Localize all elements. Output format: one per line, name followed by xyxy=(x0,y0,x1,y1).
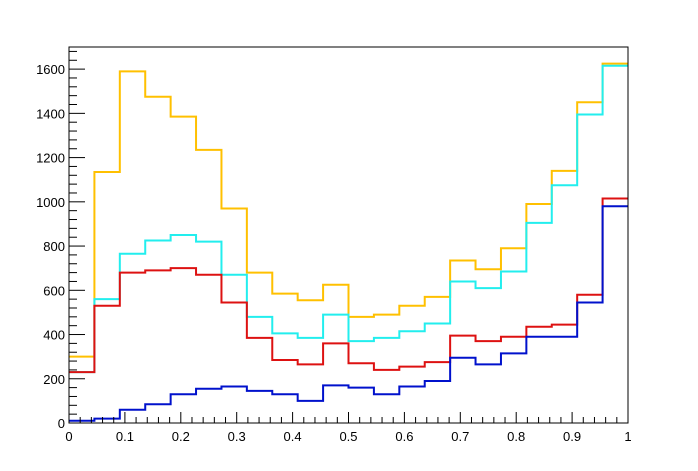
x-tick-label: 0.2 xyxy=(172,429,190,444)
x-tick-label: 0.5 xyxy=(339,429,357,444)
series-line-0 xyxy=(69,62,628,358)
x-tick-label: 0 xyxy=(65,429,72,444)
x-tick-label: 0.9 xyxy=(563,429,581,444)
label-layer: 0 0.1 0.2 0.3 0.4 0.5 0.6 0.7 0.8 0.9 1 0 200 400 600 8… xyxy=(36,62,632,444)
x-tick-label: 0.3 xyxy=(228,429,246,444)
axis-layer xyxy=(68,46,629,424)
y-tick-label: 1400 xyxy=(36,106,65,121)
series-line-1 xyxy=(69,64,628,374)
series-line-2 xyxy=(69,197,628,374)
x-tick-label: 0.7 xyxy=(451,429,469,444)
x-tick-label: 0.4 xyxy=(284,429,302,444)
y-tick-label: 200 xyxy=(43,372,65,387)
y-tick-label: 400 xyxy=(43,328,65,343)
x-tick-label: 0.8 xyxy=(507,429,525,444)
y-tick-label: 1000 xyxy=(36,195,65,210)
x-tick-label: 1 xyxy=(624,429,631,444)
series-line-3 xyxy=(69,205,628,422)
y-tick-label: 0 xyxy=(58,416,65,431)
x-tick-label: 0.1 xyxy=(116,429,134,444)
y-tick-label: 1600 xyxy=(36,62,65,77)
series-layer xyxy=(69,62,628,422)
x-tick-label: 0.6 xyxy=(395,429,413,444)
y-tick-label: 800 xyxy=(43,239,65,254)
y-tick-label: 1200 xyxy=(36,151,65,166)
y-tick-label: 600 xyxy=(43,283,65,298)
